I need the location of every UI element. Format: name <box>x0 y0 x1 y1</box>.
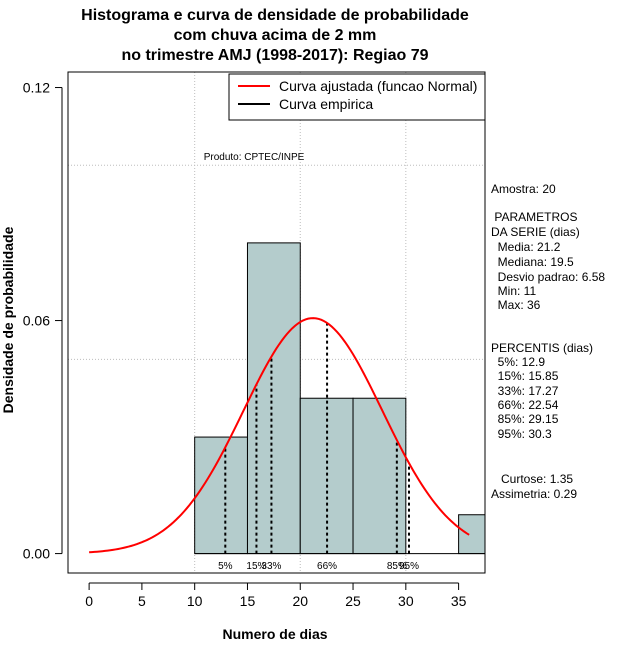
percentis-header: PERCENTIS (dias) <box>491 341 594 355</box>
mediana-value: Mediana: 19.5 <box>491 255 574 269</box>
curtose-value: Curtose: 1.35 <box>491 472 574 486</box>
x-tick-label-4: 20 <box>292 593 308 609</box>
percentile-label-0: 5% <box>218 561 233 572</box>
percentile-label-3: 66% <box>317 561 337 572</box>
y-tick-label-2: 0.12 <box>23 80 50 96</box>
x-tick-label-1: 5 <box>138 593 146 609</box>
legend: Curva ajustada (funcao Normal) Curva emp… <box>228 73 486 121</box>
p95-value: 95%: 30.3 <box>491 427 552 441</box>
amostra-text: Amostra: 20 <box>491 182 556 196</box>
x-tick-label-6: 30 <box>398 593 414 609</box>
legend-label-fit: Curva ajustada (funcao Normal) <box>279 78 477 94</box>
media-value: Media: 21.2 <box>491 240 561 254</box>
y-axis-label: Densidade de probabilidade <box>0 226 16 413</box>
x-tick-label-5: 25 <box>345 593 361 609</box>
x-tick-label-3: 15 <box>240 593 256 609</box>
desvio-value: Desvio padrao: 6.58 <box>491 270 606 284</box>
percentile-label-1: 15% <box>246 561 266 572</box>
x-axis-label: Numero de dias <box>222 626 327 642</box>
percentile-label-5: 95% <box>399 561 419 572</box>
p66-value: 66%: 22.54 <box>491 398 559 412</box>
x-tick-label-2: 10 <box>187 593 203 609</box>
chart-title-line-2: com chuva acima de 2 mm <box>173 27 377 44</box>
chart-title-line-3: no trimestre AMJ (1998-2017): Regiao 79 <box>121 47 429 64</box>
normal-fit-curve <box>89 317 470 554</box>
param-header: PARAMETROS <box>491 210 578 224</box>
assimetria-value: Assimetria: 0.29 <box>491 487 578 501</box>
y-tick-label-1: 0.06 <box>23 313 50 329</box>
percentile-label-2: 33% <box>261 561 281 572</box>
produto-annotation: Produto: CPTEC/INPE <box>204 152 305 163</box>
legend-label-empirical: Curva empirica <box>279 96 373 112</box>
y-tick-label-0: 0.00 <box>23 546 50 562</box>
p33-value: 33%: 17.27 <box>491 384 559 398</box>
p5-value: 5%: 12.9 <box>491 355 546 369</box>
plot-frame <box>67 71 486 574</box>
histogram-bar-3 <box>352 397 407 555</box>
param-subheader: DA SERIE (dias) <box>491 225 580 239</box>
legend-box <box>228 73 486 121</box>
x-tick-label-7: 35 <box>451 593 467 609</box>
x-tick-label-0: 0 <box>85 593 93 609</box>
percentile-label-4: 85% <box>387 561 407 572</box>
histogram-bar-5 <box>458 514 486 555</box>
chart-title-line-1: Histograma e curva de densidade de proba… <box>81 7 469 24</box>
histogram-bar-1 <box>246 242 301 555</box>
p15-value: 15%: 15.85 <box>491 369 559 383</box>
p85-value: 85%: 29.15 <box>491 412 559 426</box>
min-value: Min: 11 <box>491 284 537 298</box>
max-value: Max: 36 <box>491 298 541 312</box>
